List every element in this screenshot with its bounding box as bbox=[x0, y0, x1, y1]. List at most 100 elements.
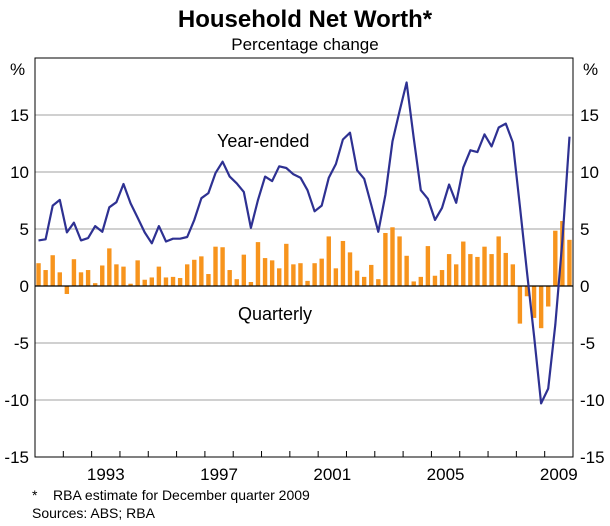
footnote-sources: Sources: ABS; RBA bbox=[32, 505, 156, 521]
quarterly-bar bbox=[128, 283, 133, 286]
quarterly-bar bbox=[156, 266, 162, 286]
quarterly-bar bbox=[163, 277, 169, 286]
y-tick-label-left: -5 bbox=[14, 334, 29, 353]
y-tick-label-right: -10 bbox=[580, 391, 605, 410]
quarterly-bar bbox=[524, 286, 530, 297]
quarterly-bar bbox=[326, 236, 331, 286]
quarterly-bar bbox=[213, 246, 218, 286]
x-axis-labels: 1993 1997 2001 2005 2009 bbox=[87, 465, 578, 484]
quarterly-bar bbox=[567, 239, 572, 286]
quarterly-bar bbox=[57, 272, 62, 286]
quarterly-bar bbox=[418, 276, 424, 286]
quarterly-bar bbox=[510, 264, 516, 286]
year-ended-line bbox=[38, 81, 571, 405]
y-tick-label-right: -15 bbox=[580, 448, 605, 467]
quarterly-bar bbox=[64, 286, 70, 294]
quarterly-bar bbox=[121, 266, 126, 286]
quarterly-bar bbox=[397, 236, 402, 286]
plot-frame bbox=[34, 57, 574, 458]
y-axis-labels: 15 15 10 10 5 5 0 0 -5 -5 -10 -10 -15 -15 bbox=[4, 106, 604, 467]
quarterly-bar bbox=[177, 278, 183, 286]
quarterly-bar bbox=[482, 246, 487, 286]
y-tick-label-left: 0 bbox=[20, 277, 29, 296]
quarterly-bar bbox=[199, 256, 204, 286]
quarterly-bar bbox=[234, 279, 239, 286]
y-tick-label-left: 10 bbox=[10, 163, 29, 182]
quarterly-bar bbox=[298, 263, 303, 286]
gridlines bbox=[35, 114, 573, 401]
quarterly-bar bbox=[284, 243, 289, 286]
quarterly-bar bbox=[468, 254, 473, 286]
y-unit-left: % bbox=[10, 60, 25, 79]
footnote-estimate: * RBA estimate for December quarter 2009 bbox=[32, 487, 310, 503]
quarterly-bar bbox=[241, 254, 247, 286]
quarterly-bar bbox=[475, 256, 480, 286]
quarterly-bar bbox=[546, 286, 551, 307]
quarterly-bar bbox=[376, 279, 381, 286]
quarterly-bar bbox=[50, 255, 55, 286]
quarterly-bar bbox=[461, 241, 466, 286]
x-tick-label: 1993 bbox=[87, 465, 125, 484]
quarterly-bar bbox=[333, 268, 339, 286]
y-tick-label-right: -5 bbox=[580, 334, 595, 353]
quarterly-bar bbox=[255, 242, 261, 286]
quarterly-bar bbox=[107, 248, 112, 286]
y-tick-label-right: 5 bbox=[580, 220, 589, 239]
legend-quarterly: Quarterly bbox=[238, 304, 312, 324]
quarterly-bar bbox=[149, 277, 155, 286]
quarterly-bar bbox=[425, 246, 431, 286]
chart-subtitle: Percentage change bbox=[231, 35, 378, 54]
quarterly-bar bbox=[248, 282, 254, 286]
quarterly-bar bbox=[36, 263, 41, 286]
quarterly-bar bbox=[517, 286, 523, 324]
quarterly-bar bbox=[92, 283, 98, 286]
quarterly-bar bbox=[100, 265, 105, 286]
quarterly-bar bbox=[503, 252, 508, 286]
quarterly-bar bbox=[227, 270, 232, 286]
quarterly-bar bbox=[135, 260, 140, 286]
quarterly-bar bbox=[142, 279, 147, 286]
y-tick-label-right: 10 bbox=[580, 163, 599, 182]
quarterly-bar bbox=[170, 276, 176, 286]
x-axis-ticks bbox=[62, 451, 546, 457]
y-tick-label-right: 0 bbox=[580, 277, 589, 296]
quarterly-bar bbox=[43, 270, 48, 286]
x-tick-label: 2009 bbox=[540, 465, 578, 484]
quarterly-bar bbox=[531, 286, 537, 318]
quarterly-bar bbox=[78, 272, 84, 286]
quarterly-bars bbox=[36, 221, 572, 329]
quarterly-bar bbox=[340, 240, 346, 286]
quarterly-bar bbox=[277, 268, 282, 286]
quarterly-bar bbox=[453, 264, 459, 286]
x-tick-label: 2001 bbox=[313, 465, 351, 484]
legend-year-ended: Year-ended bbox=[217, 131, 309, 151]
quarterly-bar bbox=[361, 276, 367, 286]
y-tick-label-left: 15 bbox=[10, 106, 29, 125]
quarterly-bar bbox=[496, 236, 501, 286]
quarterly-bar bbox=[404, 255, 409, 286]
quarterly-bar bbox=[553, 230, 558, 286]
y-tick-label-left: -10 bbox=[4, 391, 29, 410]
quarterly-bar bbox=[71, 259, 77, 286]
quarterly-bar bbox=[319, 258, 324, 286]
quarterly-bar bbox=[538, 286, 544, 329]
quarterly-bar bbox=[262, 258, 268, 286]
quarterly-bar bbox=[347, 252, 353, 286]
quarterly-bar bbox=[439, 270, 445, 286]
quarterly-bar bbox=[114, 264, 119, 286]
quarterly-bar bbox=[184, 264, 190, 286]
quarterly-bar bbox=[206, 274, 211, 286]
y-unit-right: % bbox=[583, 60, 598, 79]
quarterly-bar bbox=[305, 280, 310, 286]
quarterly-bar bbox=[85, 270, 91, 286]
quarterly-bar bbox=[446, 254, 452, 286]
y-tick-label-right: 15 bbox=[580, 106, 599, 125]
quarterly-bar bbox=[383, 232, 388, 286]
quarterly-bar bbox=[369, 264, 374, 286]
quarterly-bar bbox=[192, 259, 197, 286]
quarterly-bar bbox=[411, 281, 416, 286]
quarterly-bar bbox=[432, 275, 438, 286]
y-tick-label-left: -15 bbox=[4, 448, 29, 467]
x-tick-label: 1997 bbox=[200, 465, 238, 484]
